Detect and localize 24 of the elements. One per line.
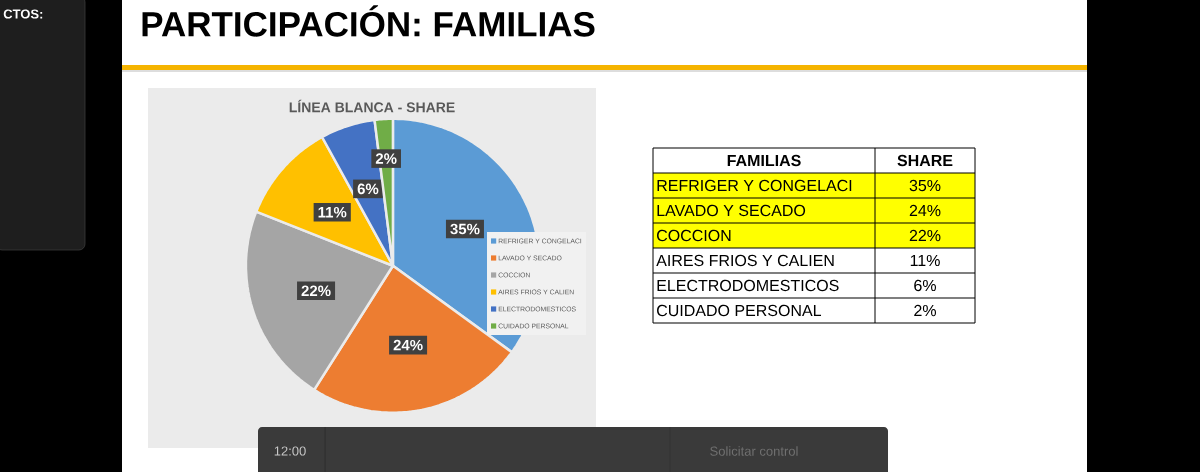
- text: 22%: [909, 229, 941, 242]
- text: FAMILIAS: [727, 154, 801, 167]
- data-label: 22%: [301, 285, 331, 297]
- data-label: 24%: [393, 339, 423, 351]
- chart-title: PARTICIPACIÓN: FAMILIAS: [142, 5, 595, 37]
- text: 6%: [914, 279, 936, 292]
- text: 35%: [909, 179, 941, 192]
- category-label: AIRES FRIOS Y CALIEN: [656, 254, 834, 267]
- data-label: 6%: [357, 183, 379, 195]
- data-label: 2%: [375, 153, 397, 164]
- data-label: 35%: [450, 223, 480, 235]
- text: 11%: [910, 254, 940, 267]
- text: 12:00: [274, 446, 306, 456]
- category-label: CUIDADO PERSONAL: [657, 304, 822, 317]
- text: 24%: [909, 204, 941, 217]
- text: CTOS:: [3, 9, 43, 19]
- text: SHARE: [897, 154, 953, 167]
- text: 2%: [914, 304, 936, 317]
- category-label: COCCION: [657, 229, 731, 242]
- slice-label: REFRIGER Y CONGELACI: [657, 179, 852, 192]
- category-label: ELECTRODOMESTICOS: [657, 279, 839, 292]
- data-label: 11%: [318, 206, 347, 218]
- chart-subtitle: LÍNEA BLANCA - SHARE: [289, 99, 455, 113]
- category-label: LAVADO Y SECADO: [657, 204, 806, 217]
